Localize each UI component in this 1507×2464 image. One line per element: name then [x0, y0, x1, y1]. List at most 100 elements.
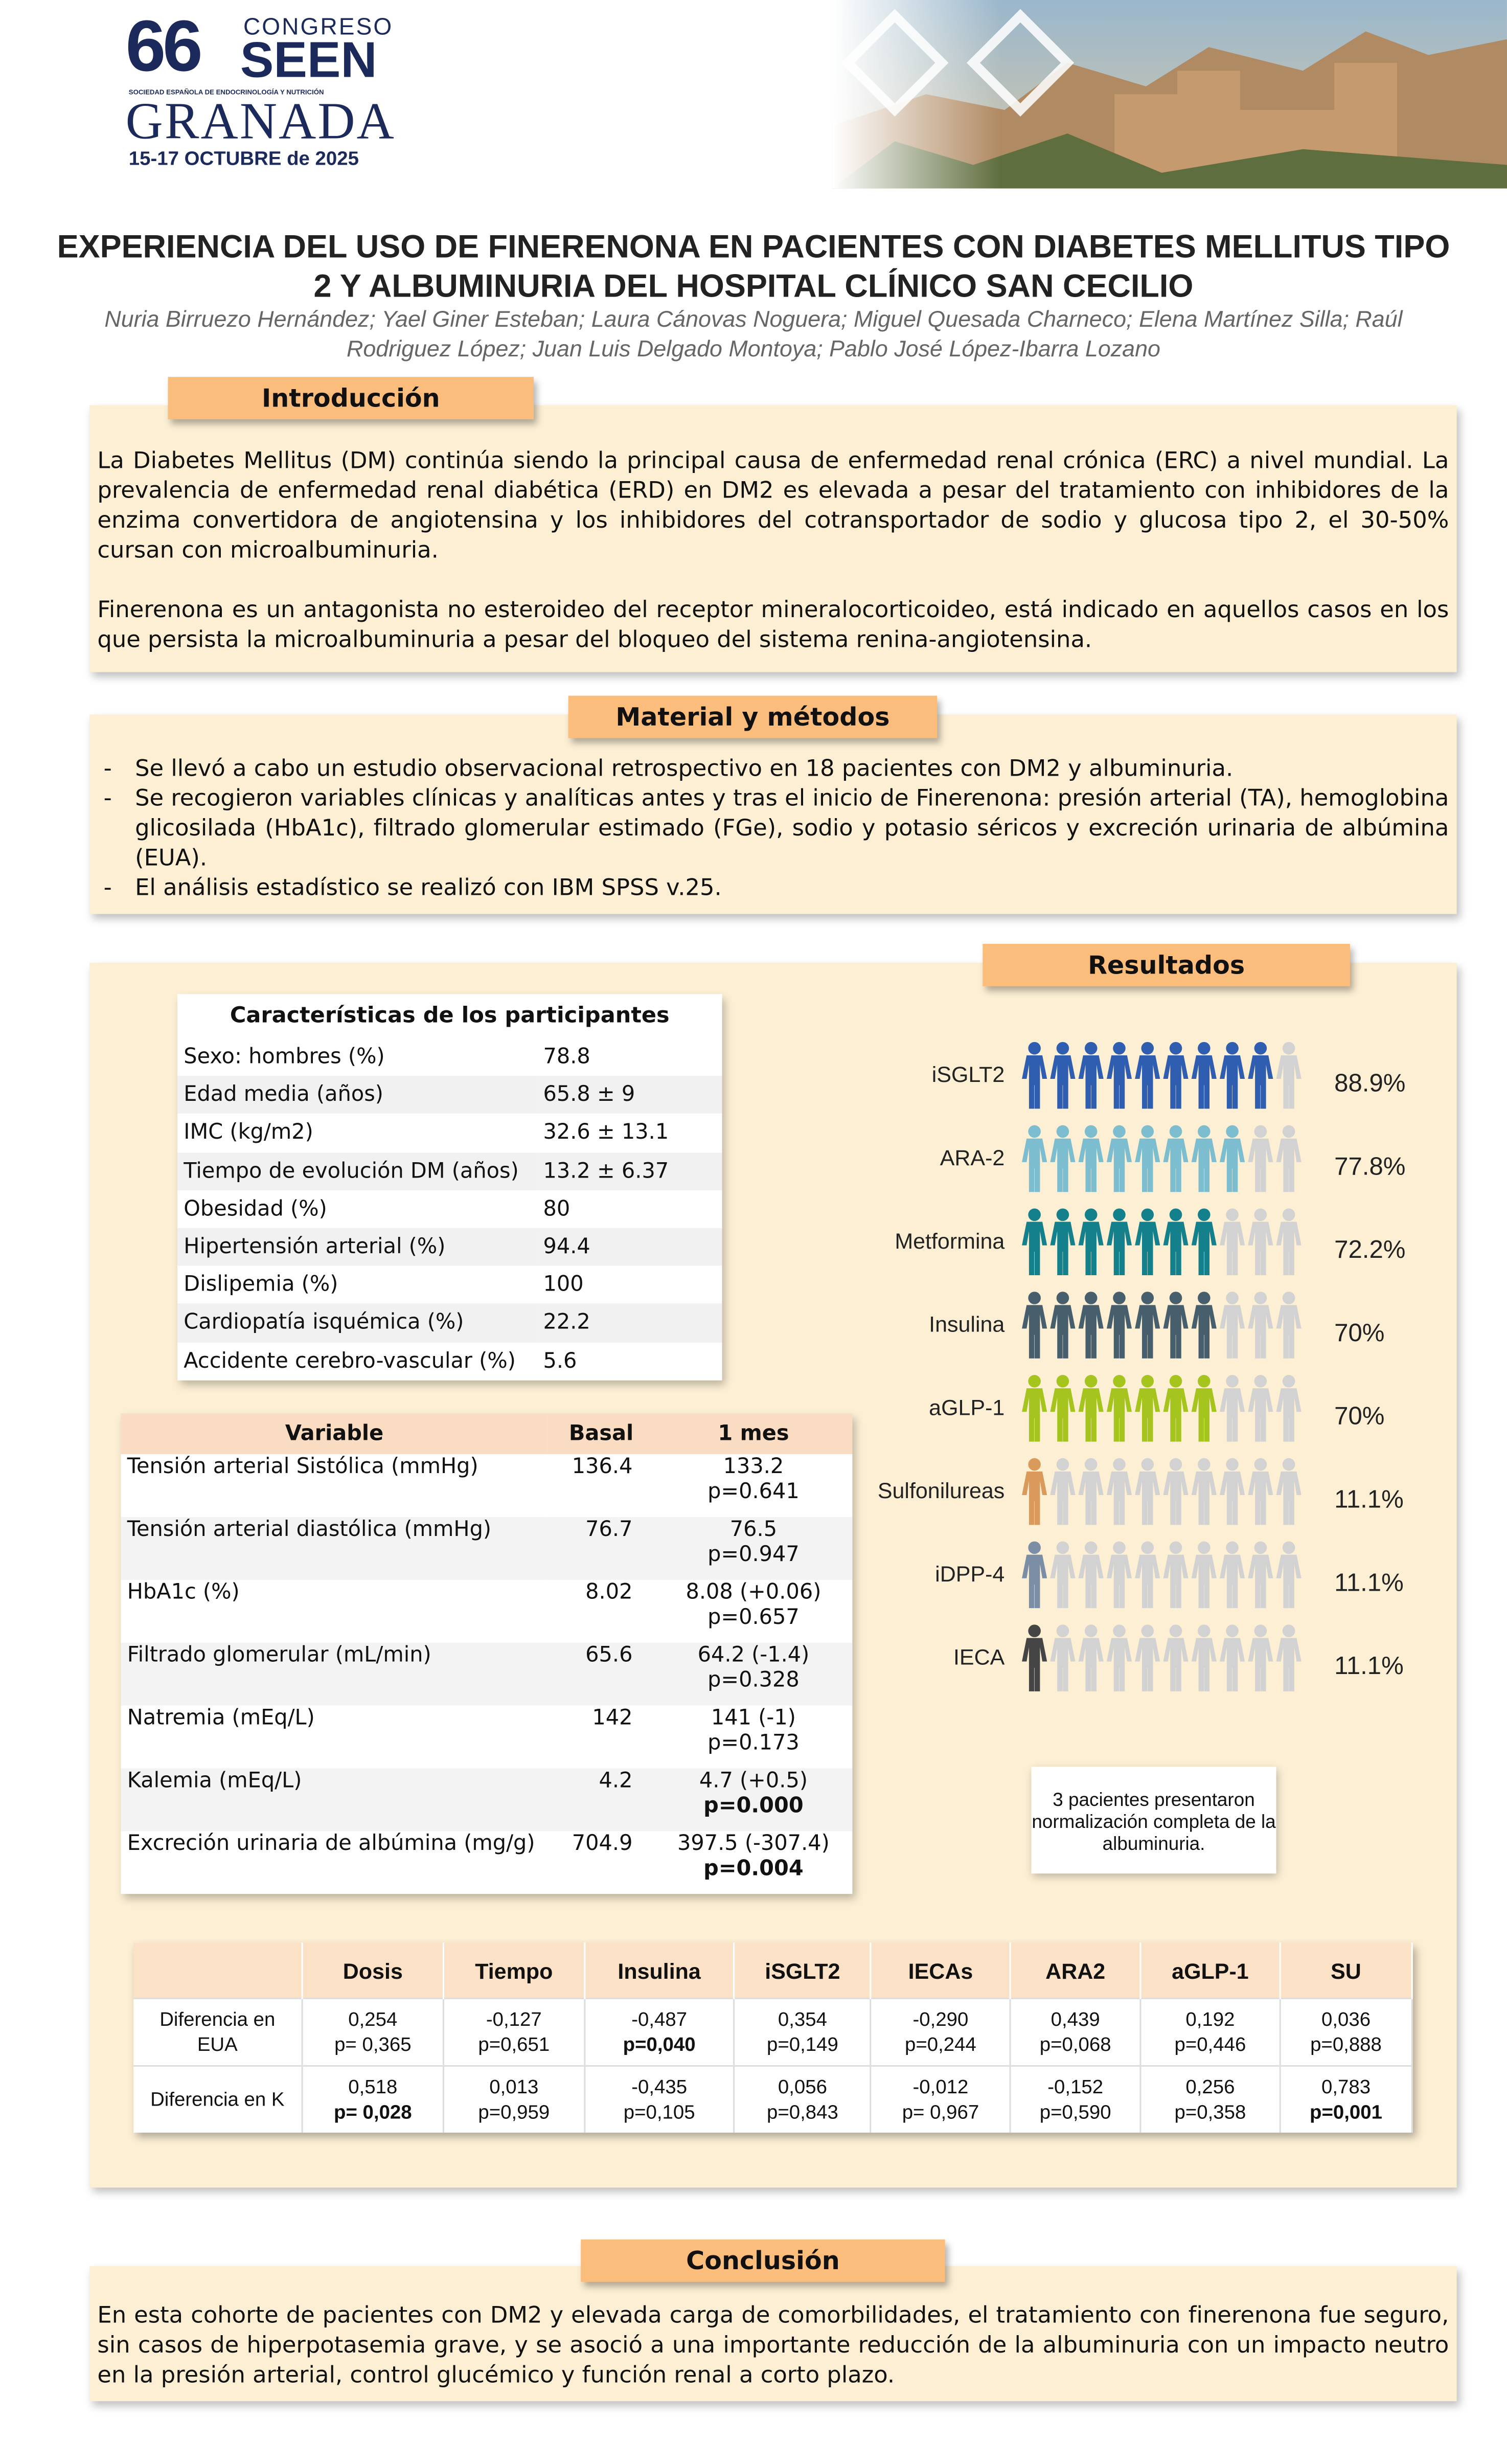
treatment-figures [1022, 1208, 1302, 1275]
person-head [1084, 1208, 1098, 1222]
person-body [1050, 1471, 1076, 1525]
person-head [1282, 1624, 1295, 1637]
cell-value: 0,254 [348, 2008, 398, 2031]
person-body [1106, 1222, 1132, 1275]
cell-value: 0,256 [1185, 2076, 1235, 2098]
person-body [1050, 1554, 1076, 1609]
list-item: - Se recogieron variables clínicas y anal… [97, 784, 1449, 873]
cell-label: Dislipemia (%) [184, 1272, 338, 1298]
person-head [1169, 1375, 1182, 1388]
characteristics-table: Características de los participantes Sex… [177, 994, 722, 1380]
cell-month: 141 (-1) p=0.173 [654, 1706, 852, 1769]
person-icon [1022, 1125, 1047, 1192]
treatment-figures [1022, 1541, 1302, 1609]
person-head [1141, 1042, 1154, 1055]
cell-p: p=0,068 [1039, 2033, 1111, 2056]
cell-value: -0,290 [912, 2008, 969, 2031]
person-head [1198, 1375, 1211, 1388]
person-head [1282, 1458, 1295, 1471]
cell-value: 65.8 ± 9 [537, 1076, 722, 1114]
person-icon [1106, 1458, 1132, 1525]
person-icon [1248, 1042, 1273, 1109]
table-row: Accidente cerebro-vascular (%) 5.6 [177, 1342, 722, 1380]
table-row: Cardiopatía isquémica (%) 22.2 [177, 1304, 722, 1342]
cell-value: 22.2 [537, 1304, 722, 1342]
person-head [1226, 1292, 1239, 1304]
person-head [1084, 1541, 1098, 1554]
cell-value: 0,036 [1321, 2008, 1371, 2031]
person-icon [1022, 1292, 1047, 1359]
person-icon [1022, 1541, 1047, 1609]
cell-label: Tiempo de evolución DM (años) [177, 1152, 537, 1190]
cell-value: 76.5 [729, 1517, 778, 1543]
cell-p: p=0.328 [707, 1667, 800, 1693]
person-icon [1163, 1541, 1189, 1609]
person-body [1220, 1222, 1245, 1275]
correlations-table: Dosis Tiempo Insulina iSGLT2 IECAs ARA2 aGLP-1… [133, 1942, 1413, 2133]
person-head [1113, 1624, 1126, 1637]
person-icon [1191, 1458, 1217, 1525]
cell-p: p=0,888 [1310, 2033, 1382, 2056]
treatment-label: Insulina [929, 1313, 1004, 1337]
person-body [1191, 1388, 1217, 1442]
treatment-percent: 72.2% [1334, 1236, 1405, 1263]
cell-p: p=0,244 [905, 2033, 976, 2056]
person-body [1163, 1055, 1189, 1109]
cell-p: p=0,446 [1174, 2033, 1246, 2056]
person-icon [1135, 1541, 1160, 1609]
person-head [1141, 1624, 1154, 1637]
person-icon [1276, 1125, 1302, 1192]
cell-p: p= 0,365 [334, 2033, 412, 2056]
methods-box: - Se llevó a cabo un estudio observaciona… [89, 714, 1457, 914]
person-icon [1276, 1375, 1302, 1442]
paragraph: La Diabetes Mellitus (DM) continúa siend… [97, 447, 1449, 564]
person-body [1276, 1222, 1302, 1275]
person-head [1056, 1541, 1069, 1554]
cell-p: p=0.173 [707, 1730, 800, 1756]
bullet: - [103, 755, 112, 782]
treatment-figures [1022, 1292, 1302, 1359]
table-row: Filtrado glomerular (mL/min) 65.6 64.2 (-1… [121, 1642, 853, 1706]
table-row: Sexo: hombres (%) 78.8 [177, 1038, 722, 1076]
person-body [1191, 1055, 1217, 1109]
cell-month: 64.2 (-1.4) p=0.328 [654, 1642, 853, 1706]
person-body [1163, 1138, 1189, 1192]
treatment-figures [1022, 1458, 1302, 1525]
cell-value: 141 (-1) [711, 1705, 796, 1731]
person-body [1163, 1222, 1189, 1275]
person-head [1028, 1458, 1041, 1471]
cell-p: p=0,149 [766, 2033, 838, 2056]
person-head [1028, 1042, 1041, 1055]
cell: -0,012 p= 0,967 [871, 2065, 1011, 2133]
person-body [1135, 1554, 1160, 1609]
cell: 0,036 p=0,888 [1280, 1997, 1413, 2066]
person-body [1078, 1138, 1104, 1192]
person-icon [1220, 1292, 1245, 1359]
person-icon [1191, 1125, 1217, 1192]
person-head [1056, 1042, 1069, 1055]
cell-p: p=0,843 [766, 2101, 838, 2123]
conclusion-heading: Conclusión [581, 2239, 945, 2282]
treatment-label: iSGLT2 [932, 1063, 1005, 1087]
table-row: Diferencia en EUA 0,254 p= 0,365 -0,127 p=0,… [133, 1997, 1413, 2066]
person-head [1169, 1042, 1182, 1055]
person-body [1022, 1055, 1047, 1109]
cell: 0,192 p=0,446 [1140, 1997, 1281, 2066]
table-row: Tiempo de evolución DM (años) 13.2 ± 6.37 [177, 1152, 722, 1190]
cell-value: -0,435 [631, 2076, 688, 2098]
person-icon [1220, 1624, 1245, 1691]
person-head [1028, 1624, 1041, 1637]
person-head [1254, 1624, 1267, 1637]
cell: -0,152 p=0,590 [1010, 2065, 1141, 2133]
cell: -0,290 p=0,244 [871, 1997, 1011, 2066]
person-body [1248, 1055, 1273, 1109]
treatment-percent: 11.1% [1334, 1486, 1404, 1513]
conclusion-box: En esta cohorte de pacientes con DM2 y e… [89, 2266, 1457, 2402]
person-body [1135, 1055, 1160, 1109]
person-body [1050, 1138, 1076, 1192]
logo-dates: 15-17 OCTUBRE de 2025 [128, 147, 359, 170]
bullet: - [103, 785, 112, 812]
column-header: Insulina [584, 1942, 735, 1999]
person-head [1226, 1125, 1239, 1138]
person-head [1254, 1125, 1267, 1138]
